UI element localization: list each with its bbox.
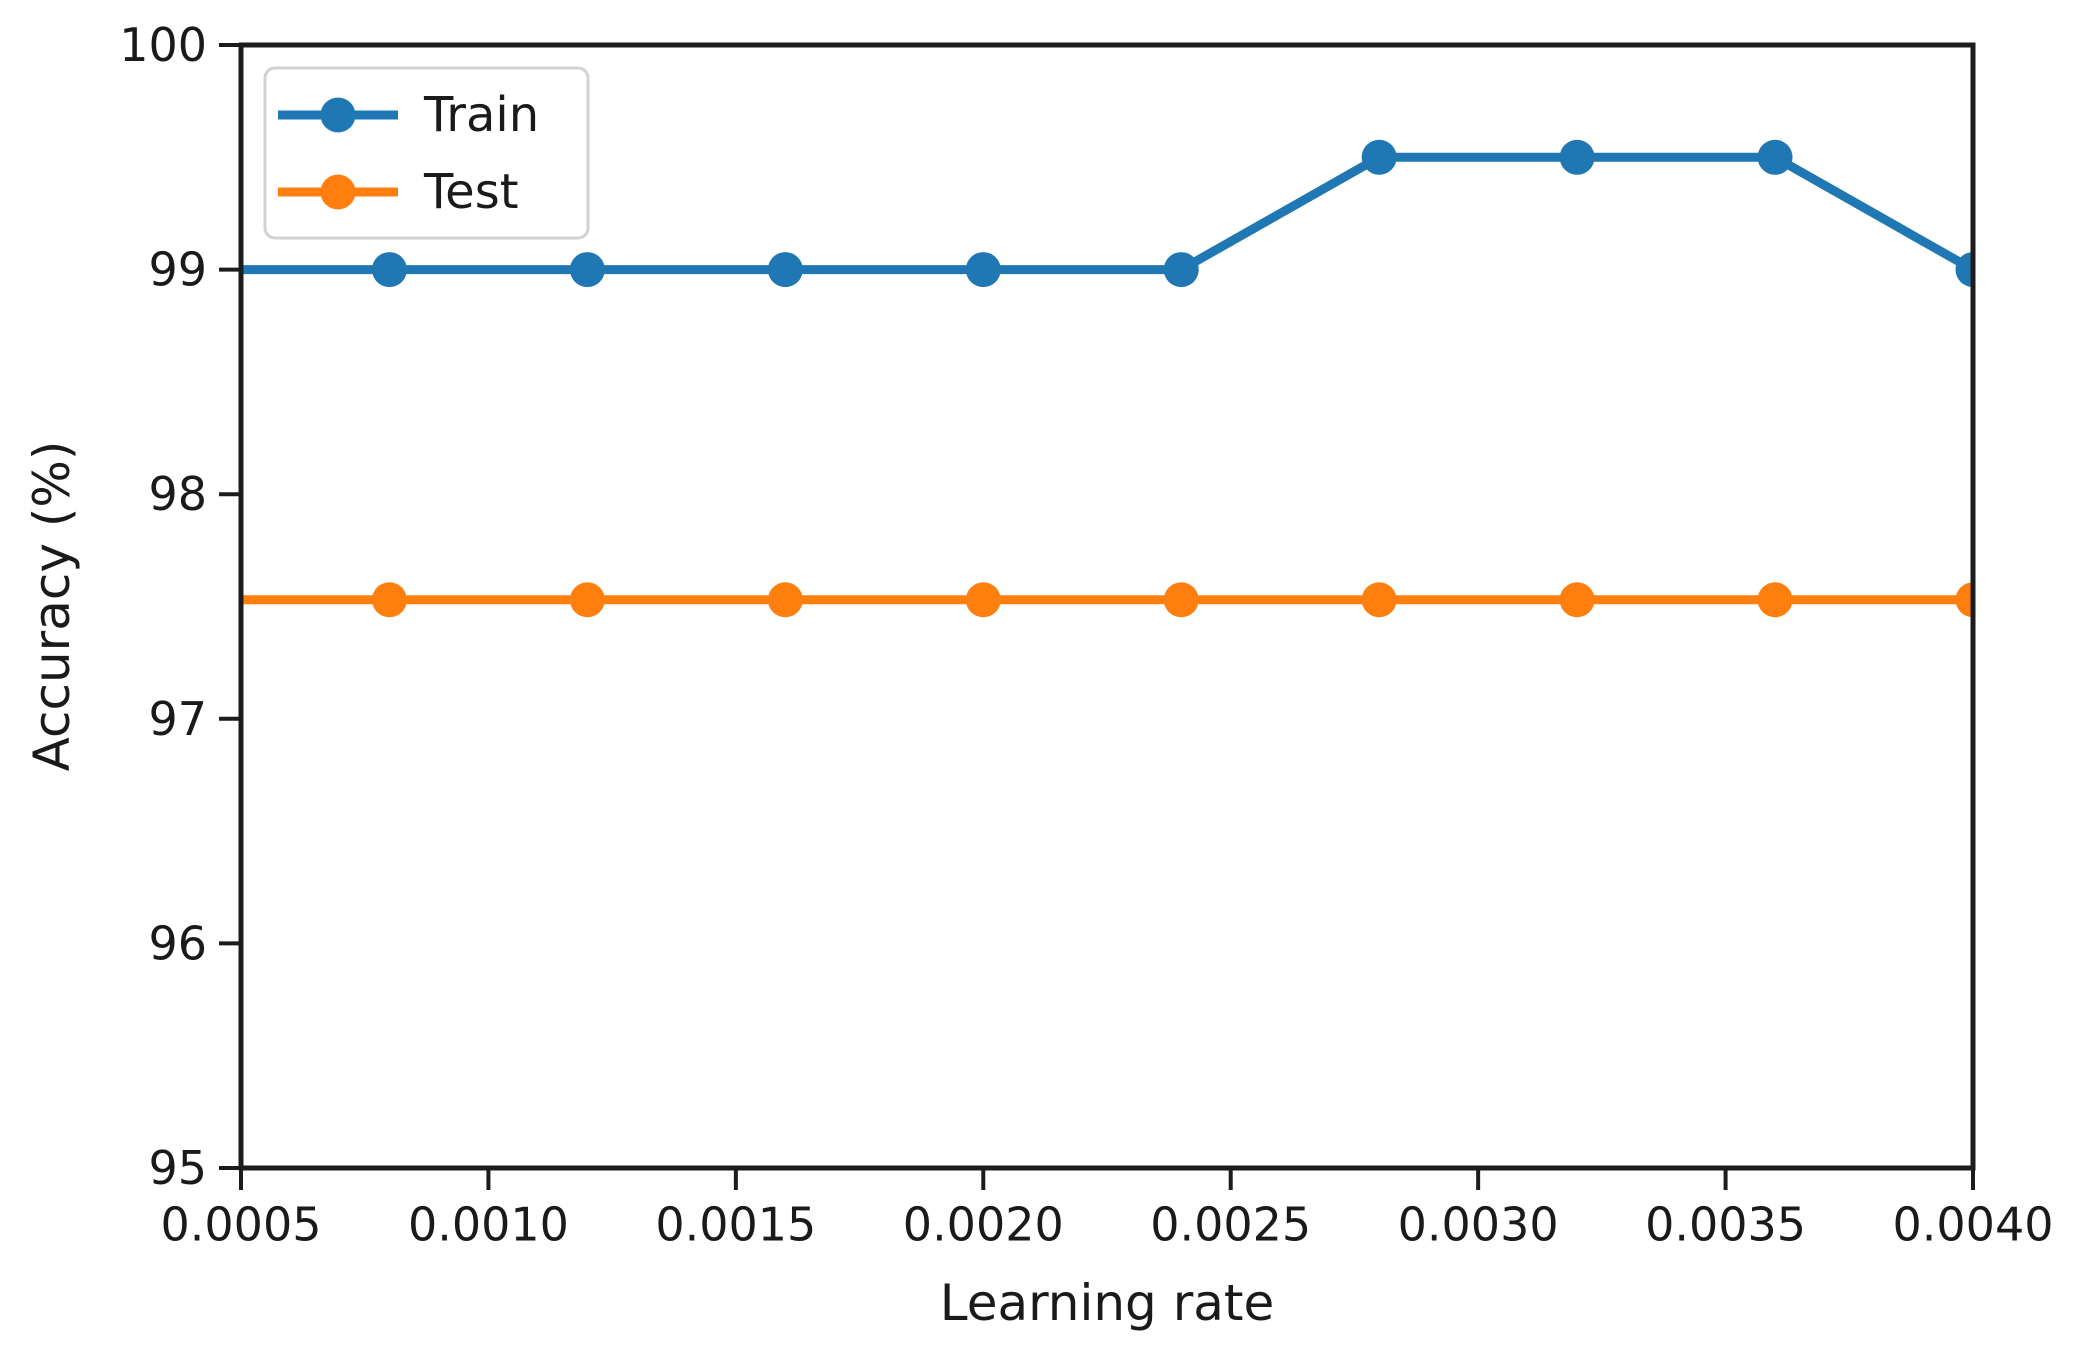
data-point-train xyxy=(1757,139,1793,175)
legend-marker-train xyxy=(320,97,356,133)
series-line-train xyxy=(241,152,1973,275)
legend-label-test: Test xyxy=(423,164,519,220)
legend-label-train: Train xyxy=(423,87,539,143)
x-tick-label: 0.0030 xyxy=(1398,1197,1559,1251)
x-tick-label: 0.0035 xyxy=(1645,1197,1806,1251)
data-point-train xyxy=(569,252,605,288)
data-point-test xyxy=(1559,582,1595,618)
x-tick-label: 0.0005 xyxy=(161,1197,322,1251)
x-axis-label: Learning rate xyxy=(940,1274,1275,1332)
data-point-train xyxy=(371,252,407,288)
data-point-train xyxy=(965,252,1001,288)
data-point-train xyxy=(1559,139,1595,175)
data-point-test xyxy=(767,582,803,618)
y-tick-label: 98 xyxy=(148,467,207,521)
data-point-train xyxy=(1955,252,1973,288)
legend-item-test: Test xyxy=(278,164,519,220)
data-point-train xyxy=(1163,252,1199,288)
data-point-test xyxy=(371,582,407,618)
y-tick-label: 96 xyxy=(148,916,207,970)
x-tick-label: 0.0025 xyxy=(1150,1197,1311,1251)
y-axis-label: Accuracy (%) xyxy=(23,441,81,772)
x-tick-label: 0.0020 xyxy=(903,1197,1064,1251)
legend: Train Test xyxy=(263,66,590,240)
plot-border xyxy=(238,42,1976,1171)
y-tick-label: 100 xyxy=(119,18,207,72)
data-point-test xyxy=(569,582,605,618)
x-tick-label: 0.0010 xyxy=(408,1197,569,1251)
legend-item-train: Train xyxy=(278,87,539,143)
data-point-test xyxy=(965,582,1001,618)
x-tick-label: 0.0040 xyxy=(1893,1197,2054,1251)
x-axis-ticks: 0.0005 0.0010 0.0015 0.0020 0.0025 0.0030 0.00… xyxy=(161,1168,2054,1251)
legend-marker-test xyxy=(320,174,356,210)
series-layer xyxy=(241,139,1973,618)
data-point-test xyxy=(1163,582,1199,618)
y-axis-ticks: 95 96 97 98 99 100 xyxy=(119,18,241,1195)
y-tick-label: 95 xyxy=(148,1141,207,1195)
y-tick-label: 99 xyxy=(148,243,207,297)
data-point-test xyxy=(1955,582,1973,618)
x-tick-label: 0.0015 xyxy=(655,1197,816,1251)
data-point-train xyxy=(767,252,803,288)
data-point-test xyxy=(1757,582,1793,618)
data-point-test xyxy=(1361,582,1397,618)
y-tick-label: 97 xyxy=(148,692,207,746)
data-point-train xyxy=(1361,139,1397,175)
